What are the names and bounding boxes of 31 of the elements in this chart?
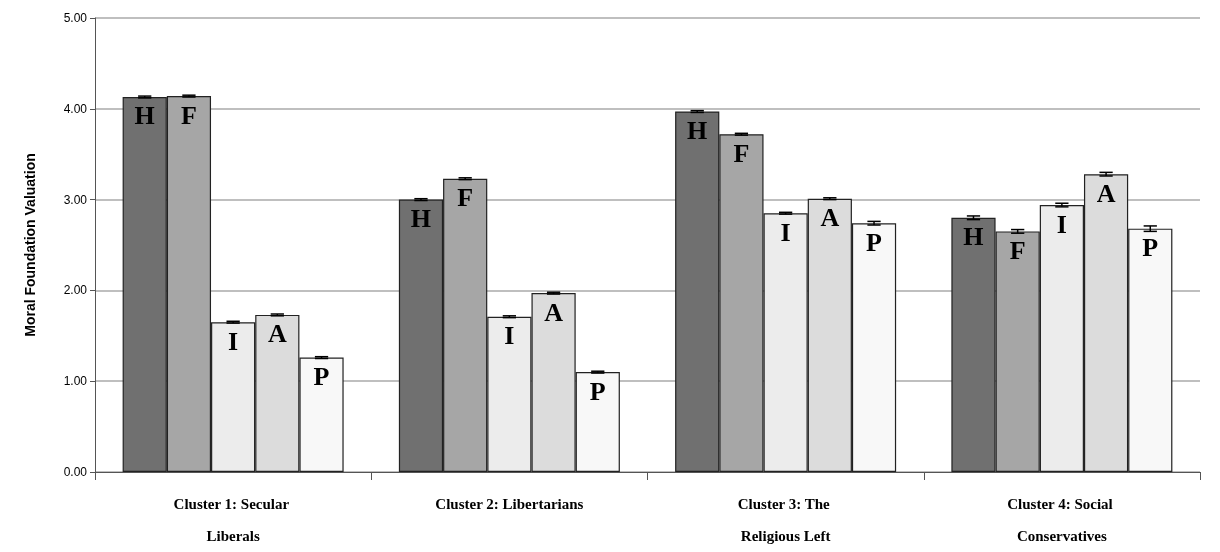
text: F [733, 138, 750, 168]
series-label: I [780, 217, 791, 247]
x-tick-label: Cluster 4: Social Conservatives [1007, 496, 1117, 544]
x-tick-label: Cluster 2: Libertarians [435, 496, 584, 512]
y-tick-label: 4.00 [63, 101, 88, 116]
y-tick-label: 0.00 [63, 465, 88, 479]
y-tick-label: 1.00 [63, 374, 88, 389]
text: I [1056, 209, 1067, 239]
y-axis-title: Moral Foundation Valuation [22, 153, 38, 337]
text: I [228, 326, 239, 356]
text: H [410, 204, 432, 234]
x-tick-label: Cluster 1: Secular Liberals [173, 496, 293, 544]
text: A [267, 319, 287, 349]
y-tick-label: 3.00 [63, 192, 88, 207]
series-label: A [544, 297, 564, 327]
text: F [1009, 235, 1026, 265]
series-label: P [313, 362, 330, 392]
text: H [687, 116, 708, 146]
series-label: H [963, 222, 984, 252]
y-tick-label: 5.00 [63, 11, 88, 25]
y-tick-label: 2.00 [63, 283, 88, 298]
series-label: F [180, 100, 197, 130]
text: P [866, 227, 882, 257]
text: P [589, 376, 606, 406]
text: F [457, 183, 474, 213]
text: A [1096, 178, 1116, 208]
x-tick-label: Cluster 3: The Religious Left [737, 496, 834, 544]
text: A [820, 203, 840, 233]
text: I [504, 321, 515, 351]
text: P [1142, 233, 1159, 263]
text: H [134, 101, 155, 131]
